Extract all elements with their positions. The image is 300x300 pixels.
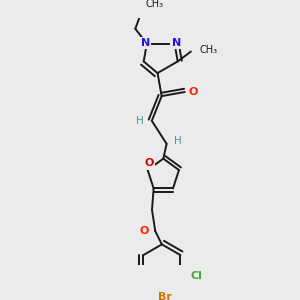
Text: O: O	[139, 226, 148, 236]
Text: O: O	[145, 158, 154, 168]
Text: N: N	[172, 38, 181, 48]
Text: CH₃: CH₃	[199, 45, 217, 55]
Text: H: H	[136, 116, 144, 126]
Text: Cl: Cl	[190, 272, 202, 281]
Text: Br: Br	[158, 292, 172, 300]
Text: O: O	[188, 87, 198, 97]
Text: CH₃: CH₃	[145, 0, 163, 9]
Text: N: N	[141, 38, 150, 48]
Text: H: H	[174, 136, 182, 146]
